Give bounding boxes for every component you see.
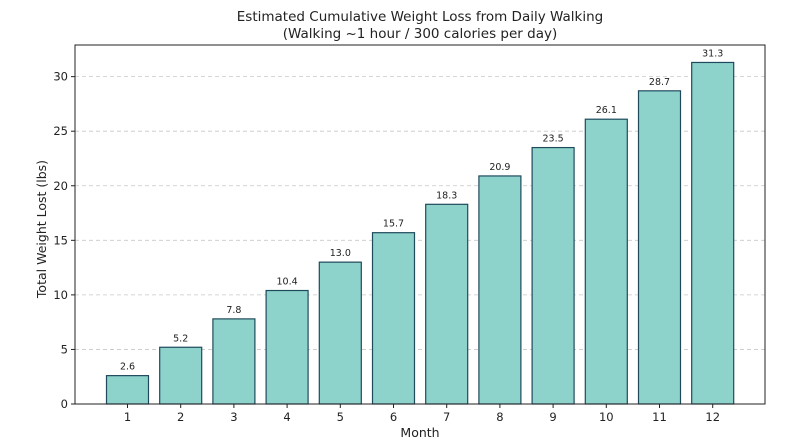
y-tick-label: 30 (53, 70, 68, 84)
y-axis-label: Total Weight Lost (lbs) (34, 160, 49, 299)
x-axis-label: Month (400, 425, 439, 440)
y-tick-label: 15 (53, 233, 68, 247)
data-label: 15.7 (383, 219, 404, 230)
bar (478, 175, 522, 405)
bar (691, 61, 735, 405)
bar (318, 261, 362, 405)
data-label: 5.2 (173, 333, 188, 344)
bar (637, 90, 682, 405)
chart-title: Estimated Cumulative Weight Loss from Da… (237, 9, 603, 25)
bar (371, 232, 416, 405)
plot-frame (74, 44, 766, 405)
data-label: 28.7 (649, 77, 670, 88)
data-label: 13.0 (330, 248, 351, 259)
data-label: 20.9 (489, 162, 510, 173)
data-label: 23.5 (543, 134, 564, 145)
y-tick-label: 10 (53, 288, 68, 302)
x-tick-label: 8 (496, 410, 503, 424)
y-tick-label: 0 (61, 397, 68, 411)
data-label: 18.3 (436, 190, 457, 201)
x-tick-label: 6 (390, 410, 397, 424)
bar (105, 375, 150, 405)
bar (584, 118, 628, 405)
x-tick-label: 11 (652, 410, 667, 424)
chart-subtitle: (Walking ~1 hour / 300 calories per day) (283, 26, 558, 42)
bar (265, 289, 309, 405)
bar (212, 318, 256, 405)
x-tick-label: 9 (549, 410, 556, 424)
bar (425, 203, 469, 405)
bars (105, 61, 735, 405)
x-tick-label: 4 (283, 410, 290, 424)
x-tick-label: 5 (337, 410, 344, 424)
data-label: 10.4 (277, 277, 298, 288)
x-tick-label: 1 (124, 410, 131, 424)
x-tick-label: 12 (705, 410, 720, 424)
bar (531, 146, 575, 405)
data-label: 2.6 (120, 362, 135, 373)
data-labels: 2.6 5.2 7.8 10.4 13.0 15.7 18.3 20.9 23.5 26.1 28.… (120, 48, 723, 372)
y-tick-label: 5 (61, 342, 68, 356)
y-tick-label: 20 (53, 179, 68, 193)
x-tick-label: 3 (230, 410, 237, 424)
bar (159, 346, 203, 405)
x-tick-label: 10 (599, 410, 614, 424)
data-label: 31.3 (702, 48, 723, 59)
x-tick-label: 7 (443, 410, 450, 424)
data-label: 7.8 (226, 305, 241, 316)
data-label: 26.1 (596, 105, 617, 116)
y-tick-label: 25 (53, 124, 68, 138)
x-tick-label: 2 (177, 410, 184, 424)
